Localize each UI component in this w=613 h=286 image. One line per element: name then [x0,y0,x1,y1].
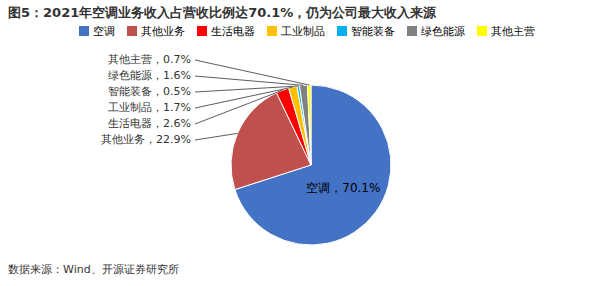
html-text:数据来源：Wind、开源证券研究所: 数据来源：Wind、开源证券研究所 [8,263,179,276]
html-text:其他主营: 其他主营 [490,24,535,38]
html-text:空调: 空调 [92,24,115,38]
svg-text:空调，70.1%: 空调，70.1% [306,181,380,195]
html-text:工业制品: 工业制品 [280,24,325,38]
svg-text:其他主营，0.7%: 其他主营，0.7% [108,53,191,66]
svg-text:绿色能源，1.6%: 绿色能源，1.6% [108,69,191,82]
html-text:生活电器: 生活电器 [210,24,255,38]
svg-text:生活电器，2.6%: 生活电器，2.6% [108,117,191,130]
svg-text:智能装备，0.5%: 智能装备，0.5% [108,85,191,98]
html-text:绿色能源: 绿色能源 [420,24,465,38]
html-text:智能装备: 智能装备 [350,24,395,38]
svg-text:其他业务，22.9%: 其他业务，22.9% [101,133,191,146]
svg-text:工业制品，1.7%: 工业制品，1.7% [108,101,191,114]
html-text:图5：2021年空调业务收入占营收比例达70.1%，仍为公司: 图5：2021年空调业务收入占营收比例达70.1%，仍为公司最大收入来源 [8,5,437,20]
html-text:其他业务: 其他业务 [140,24,185,38]
